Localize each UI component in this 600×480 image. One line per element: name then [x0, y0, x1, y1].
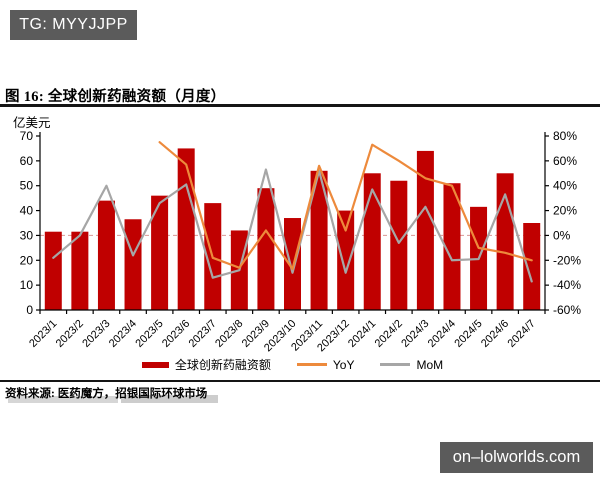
x-label-2023/8: 2023/8 [213, 318, 245, 350]
left-axis-label: 70 [20, 129, 34, 143]
right-axis-label: -20% [553, 253, 581, 267]
left-axis-label: 20 [20, 253, 34, 267]
bar-series [44, 148, 541, 310]
site-watermark-badge: on–lolworlds.com [440, 442, 593, 473]
x-label-2023/7: 2023/7 [187, 318, 219, 350]
right-axis-label: 60% [553, 154, 577, 168]
legend-label-mom: MoM [416, 357, 444, 372]
bar-2023/4 [124, 219, 142, 310]
x-label-2024/3: 2024/3 [399, 318, 431, 350]
left-axis-label: 50 [20, 179, 34, 193]
bar-2024/4 [443, 183, 461, 310]
bar-2023/12 [337, 210, 355, 310]
axes [36, 132, 549, 314]
telegram-watermark-badge: TG: MYYJJPP [10, 10, 137, 40]
legend-bar-swatch [141, 361, 169, 368]
bar-2023/5 [151, 195, 169, 310]
x-label-2024/4: 2024/4 [426, 318, 458, 350]
mom-line [52, 168, 533, 283]
site-watermark-text: on–lolworlds.com [452, 448, 581, 466]
x-label-2024/1: 2024/1 [346, 318, 378, 350]
watermark-remnant [8, 396, 118, 403]
right-axis-label: 80% [553, 129, 577, 143]
figure-title: 图 16: 全球创新药融资额（月度） [5, 89, 226, 105]
bar-2023/9 [257, 188, 275, 310]
x-label-2023/6: 2023/6 [160, 318, 192, 350]
chart-legend: 全球创新药融资额 YoY MoM [0, 356, 585, 373]
yoy-line [158, 141, 533, 271]
left-axis-label: 0 [26, 303, 33, 317]
x-label-2023/5: 2023/5 [133, 318, 165, 350]
left-axis-label: 30 [20, 228, 34, 242]
x-axis-labels: 2023/12023/22023/32023/42023/52023/62023… [27, 318, 538, 355]
legend-item-mom: MoM [380, 358, 443, 372]
figure-bottom-rule [0, 380, 600, 382]
right-axis-label: 40% [553, 179, 577, 193]
legend-mom-line-swatch [380, 363, 411, 366]
bar-2024/1 [363, 173, 381, 310]
legend-label-yoy: YoY [332, 357, 355, 372]
bar-2024/3 [416, 150, 434, 310]
bar-2023/3 [97, 200, 115, 310]
left-axis-label: 10 [20, 278, 34, 292]
bar-2024/7 [523, 223, 541, 310]
left-axis-label: 40 [20, 204, 34, 218]
legend-label-funding: 全球创新药融资额 [174, 358, 271, 372]
x-label-2024/5: 2024/5 [452, 318, 484, 350]
x-label-2023/2: 2023/2 [54, 318, 86, 350]
watermark-remnant [121, 395, 218, 403]
x-label-2024/2: 2024/2 [373, 318, 405, 350]
left-axis-label: 60 [20, 154, 34, 168]
right-axis-label: -40% [553, 278, 581, 292]
title-rule [0, 104, 600, 107]
bar-2024/2 [390, 180, 408, 310]
right-axis-label: 0% [553, 228, 571, 242]
source-note: 资料来源: 医药魔方，招银国际环球市场 [5, 388, 208, 400]
x-label-2024/7: 2024/7 [506, 318, 538, 350]
telegram-watermark-text: TG: MYYJJPP [19, 16, 128, 33]
x-label-2023/4: 2023/4 [107, 318, 139, 350]
bar-2023/11 [310, 170, 328, 310]
right-axis-label: -60% [553, 303, 581, 317]
bar-2023/10 [284, 218, 301, 310]
bar-2023/2 [71, 231, 89, 310]
legend-yoy-line-swatch [296, 363, 327, 366]
x-label-2023/1: 2023/1 [27, 318, 59, 350]
bar-2023/1 [44, 231, 62, 310]
left-axis-unit-label: 亿美元 [13, 116, 51, 130]
right-axis-label: 20% [553, 204, 577, 218]
legend-item-funding: 全球创新药融资额 [141, 356, 271, 373]
x-label-2023/3: 2023/3 [80, 318, 112, 350]
x-label-2024/6: 2024/6 [479, 318, 511, 350]
axis-tick-labels: 0 10 20 30 40 50 60 70 -60% -40% -20% 0% 20% 40% 60% 80… [20, 129, 582, 317]
legend-item-yoy: YoY [296, 357, 355, 372]
bar-2023/6 [177, 148, 195, 310]
combo-chart: 0 10 20 30 40 50 60 70 -60% -40% -20% 0% 20% 40% 60% 80… [20, 129, 582, 355]
